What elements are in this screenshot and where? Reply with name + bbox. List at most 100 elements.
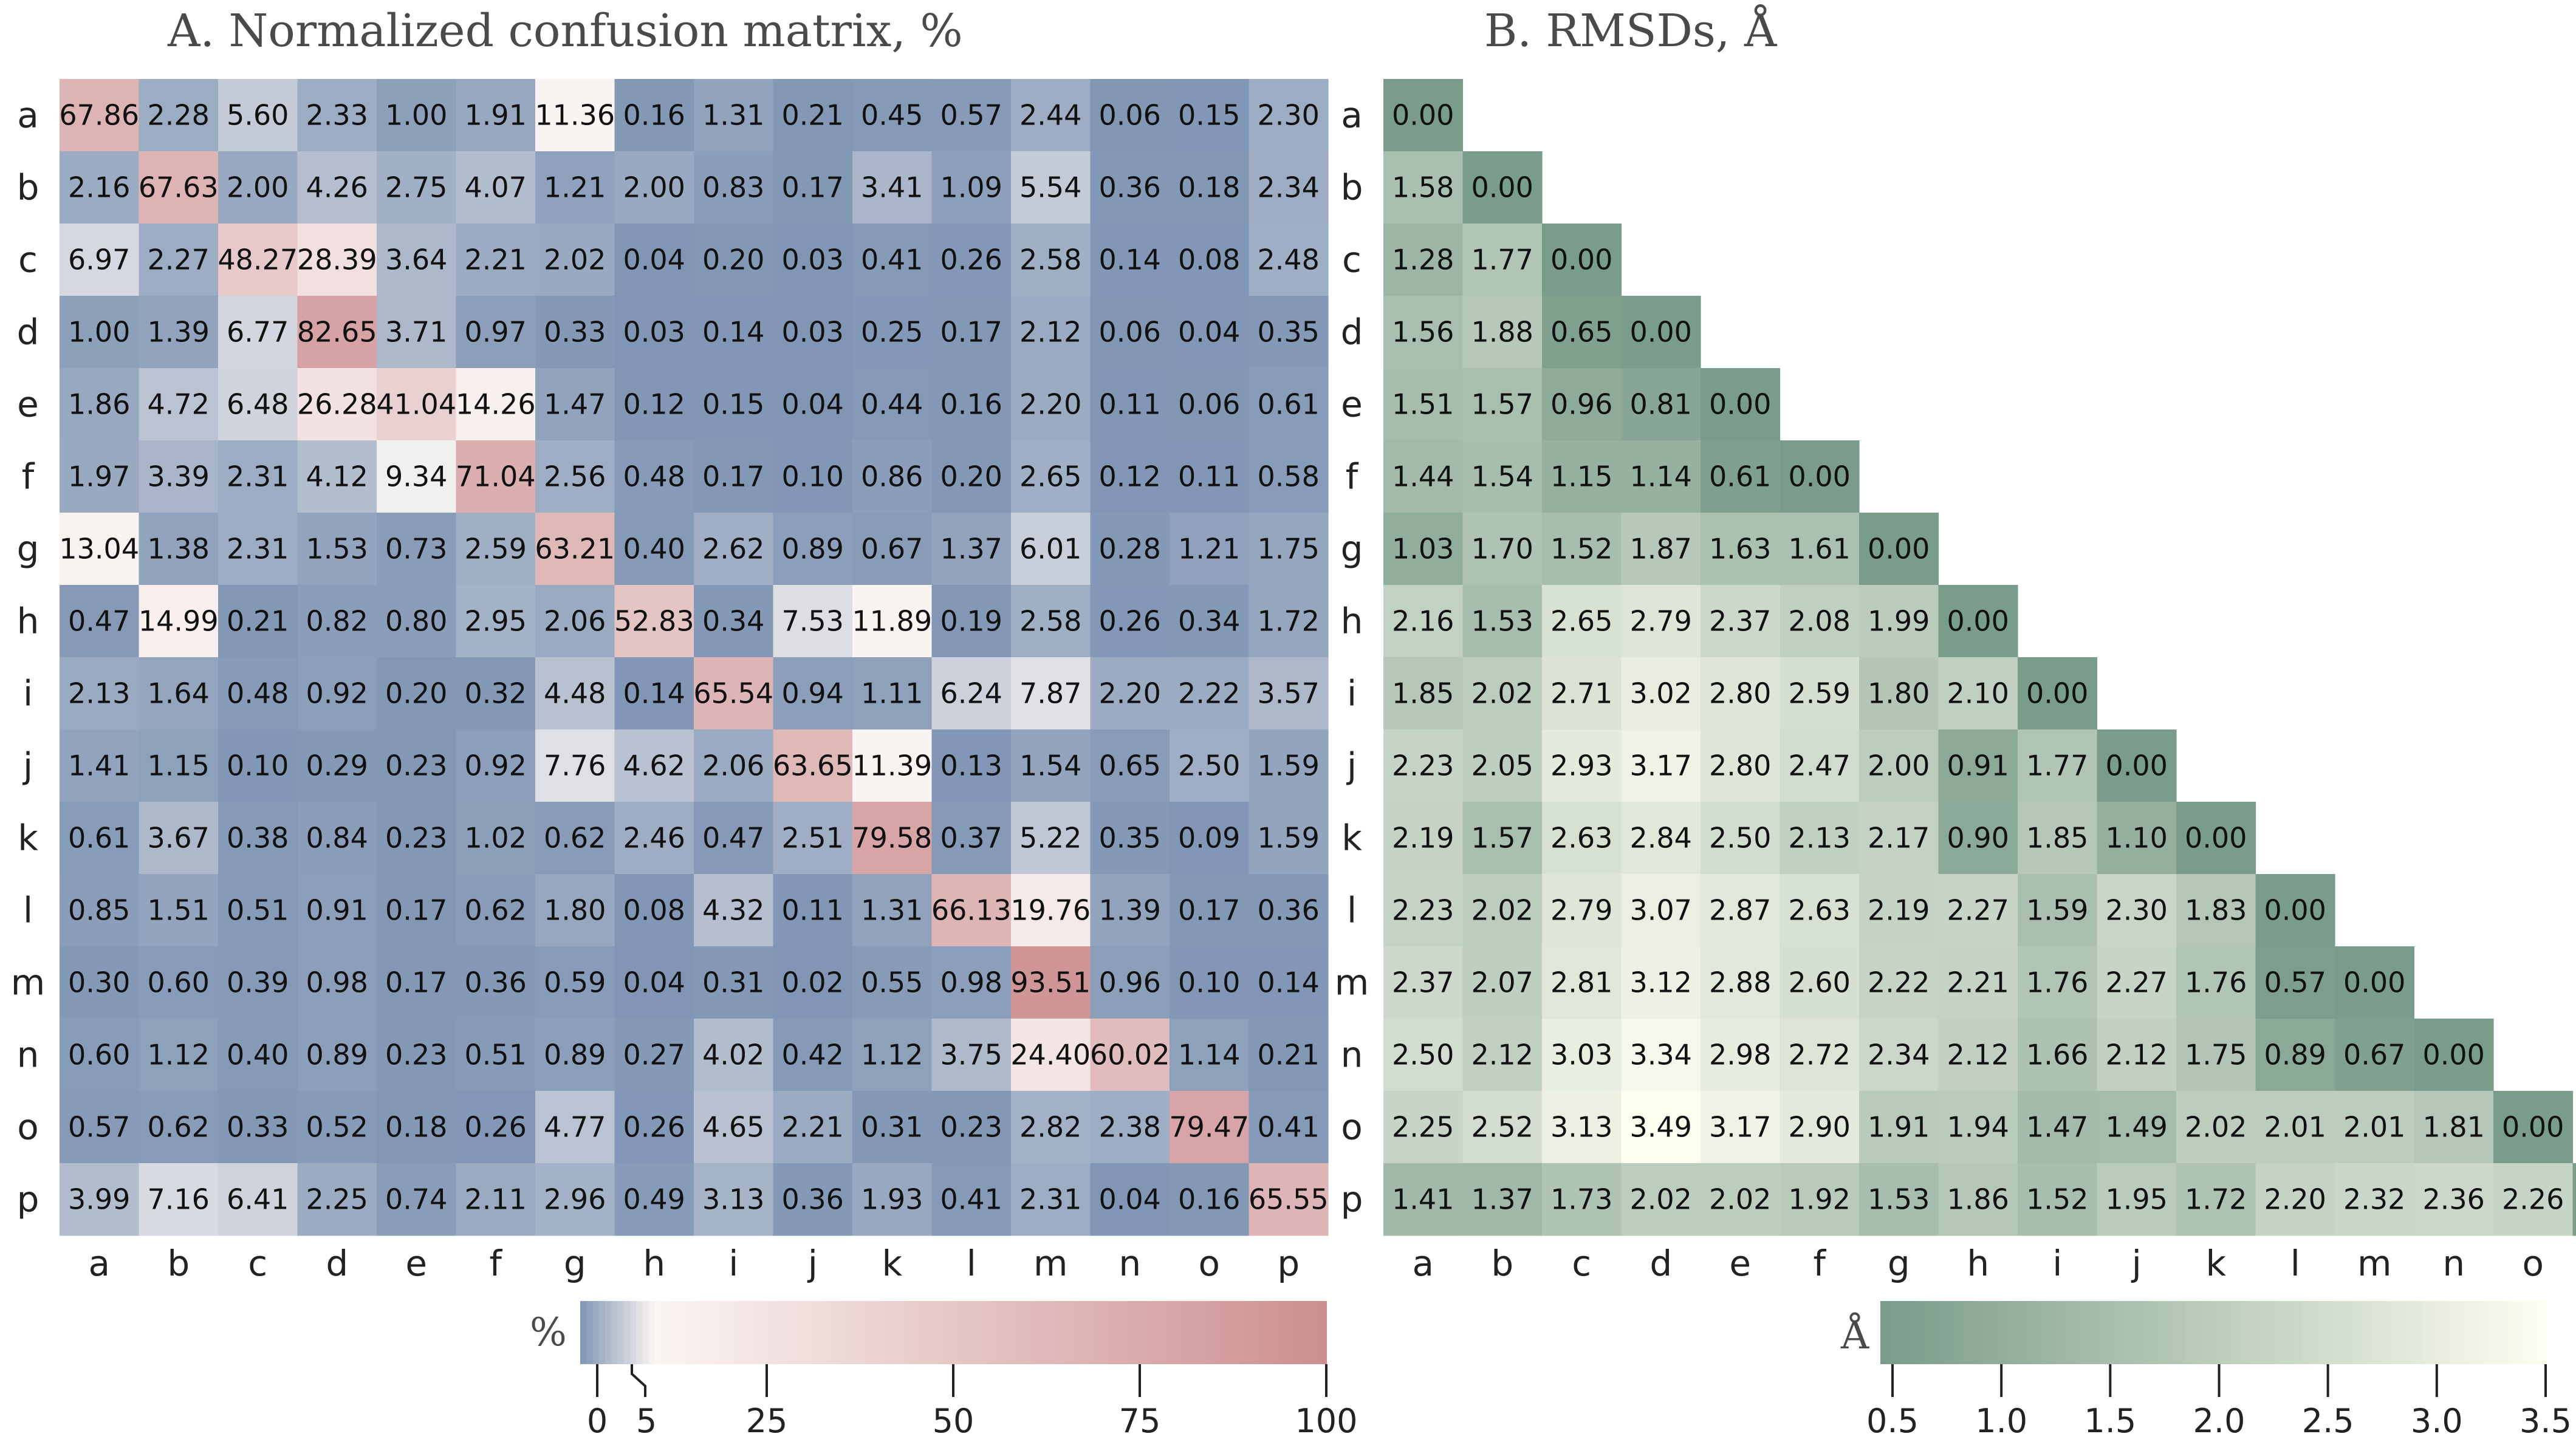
a-cell-value: 4.07 bbox=[465, 171, 527, 204]
b-cell-value: 1.95 bbox=[2106, 1183, 2168, 1216]
b-cell-p-e bbox=[1701, 1163, 1781, 1236]
b-cell-value: 2.36 bbox=[2423, 1183, 2485, 1216]
colorbar-b-segment bbox=[2346, 1301, 2352, 1364]
a-cell-p-i bbox=[694, 1163, 774, 1236]
a-cell-c-b bbox=[139, 224, 219, 296]
a-cell-value: 0.36 bbox=[1258, 894, 1320, 927]
a-cell-d-p bbox=[1249, 296, 1329, 369]
b-cell-m-e bbox=[1701, 946, 1781, 1019]
a-cell-value: 0.33 bbox=[227, 1111, 289, 1144]
a-cell-i-c bbox=[218, 657, 298, 730]
a-cell-value: 66.13 bbox=[931, 894, 1012, 927]
a-row-label: e bbox=[17, 384, 39, 425]
a-cell-value: 0.23 bbox=[385, 822, 447, 855]
colorbar-b-segment bbox=[2174, 1301, 2180, 1364]
b-cell-value: 0.96 bbox=[1550, 388, 1612, 421]
b-cell-j-g bbox=[1859, 729, 1939, 802]
colorbar-b-segment bbox=[2413, 1301, 2419, 1364]
colorbar-a-segment bbox=[990, 1301, 998, 1364]
colorbar-b-segment bbox=[2518, 1301, 2524, 1364]
b-cell-value: 1.99 bbox=[1868, 605, 1930, 638]
a-cell-value: 0.08 bbox=[1178, 244, 1240, 276]
colorbar-a-segment bbox=[885, 1301, 892, 1364]
b-cell-m-c bbox=[1542, 946, 1622, 1019]
colorbar-b-segment bbox=[2307, 1301, 2314, 1364]
a-cell-value: 0.57 bbox=[68, 1111, 130, 1144]
a-cell-f-l bbox=[931, 440, 1012, 513]
b-cell-p-i bbox=[2018, 1163, 2098, 1236]
a-cell-p-g bbox=[535, 1163, 615, 1236]
a-cell-a-n bbox=[1090, 79, 1170, 152]
b-col-label: f bbox=[1814, 1243, 1827, 1284]
b-cell-value: 1.53 bbox=[1868, 1183, 1930, 1216]
b-cell-value: 0.91 bbox=[1947, 750, 2009, 782]
colorbar-a-tick-label: 25 bbox=[746, 1402, 788, 1440]
a-cell-value: 2.02 bbox=[544, 244, 606, 276]
a-cell-value: 0.08 bbox=[623, 894, 685, 927]
a-cell-f-m bbox=[1011, 440, 1091, 513]
a-cell-b-g bbox=[535, 151, 615, 224]
a-cell-value: 2.34 bbox=[1258, 171, 1320, 204]
a-cell-value: 0.73 bbox=[385, 533, 447, 565]
colorbar-a-segment bbox=[959, 1301, 967, 1364]
colorbar-b-segment bbox=[1969, 1301, 1976, 1364]
a-cell-value: 0.38 bbox=[227, 822, 289, 855]
a-cell-value: 0.17 bbox=[940, 316, 1002, 349]
a-cell-value: 1.00 bbox=[385, 99, 447, 132]
b-col-label: g bbox=[1888, 1243, 1910, 1284]
a-row-label: c bbox=[18, 239, 38, 281]
b-cell-value: 0.00 bbox=[2343, 966, 2405, 999]
b-row-label: f bbox=[1346, 456, 1359, 497]
a-cell-value: 0.97 bbox=[465, 316, 527, 349]
colorbar-b-segment bbox=[2290, 1301, 2297, 1364]
a-cell-m-e bbox=[377, 946, 457, 1019]
a-cell-g-m bbox=[1011, 513, 1091, 586]
a-cell-value: 79.58 bbox=[852, 822, 932, 855]
b-cell-e-d bbox=[1621, 368, 1701, 441]
a-cell-m-a bbox=[60, 946, 140, 1019]
a-cell-value: 2.31 bbox=[227, 460, 289, 493]
b-cell-f-c bbox=[1542, 440, 1622, 513]
colorbar-a-segment bbox=[1096, 1301, 1103, 1364]
colorbar-b-tick-label: 1.5 bbox=[2084, 1402, 2136, 1440]
a-cell-e-p bbox=[1249, 368, 1329, 441]
colorbar-b-segment bbox=[2074, 1301, 2081, 1364]
a-cell-value: 1.41 bbox=[68, 750, 130, 782]
a-cell-l-n bbox=[1090, 874, 1170, 947]
a-cell-a-h bbox=[614, 79, 694, 152]
a-cell-h-d bbox=[297, 585, 377, 658]
a-cell-j-i bbox=[694, 729, 774, 802]
b-cell-i-h bbox=[1938, 657, 2018, 730]
b-cell-value: 1.53 bbox=[1471, 605, 1533, 638]
a-cell-n-i bbox=[694, 1019, 774, 1091]
a-cell-value: 0.40 bbox=[227, 1039, 289, 1071]
b-cell-value: 2.80 bbox=[1709, 750, 1771, 782]
a-cell-b-i bbox=[694, 151, 774, 224]
b-cell-p-d bbox=[1621, 1163, 1701, 1236]
colorbar-b-segment bbox=[2096, 1301, 2103, 1364]
colorbar-a-segment bbox=[953, 1301, 961, 1364]
a-cell-value: 5.22 bbox=[1019, 822, 1081, 855]
a-cell-value: 1.12 bbox=[861, 1039, 923, 1071]
b-cell-value: 2.12 bbox=[2106, 1039, 2168, 1071]
colorbar-b-segment bbox=[2440, 1301, 2447, 1364]
a-cell-value: 3.41 bbox=[861, 171, 923, 204]
a-cell-value: 2.96 bbox=[544, 1183, 606, 1216]
colorbar-a-segment bbox=[866, 1301, 873, 1364]
colorbar-b-segment bbox=[2119, 1301, 2125, 1364]
a-cell-value: 2.27 bbox=[148, 244, 210, 276]
a-cell-value: 2.59 bbox=[465, 533, 527, 565]
a-cell-a-d bbox=[297, 79, 377, 152]
a-cell-value: 0.92 bbox=[306, 677, 368, 710]
a-cell-value: 1.39 bbox=[1099, 894, 1161, 927]
b-cell-k-j bbox=[2097, 802, 2177, 875]
b-cell-value: 0.00 bbox=[2026, 677, 2088, 710]
a-cell-m-h bbox=[614, 946, 694, 1019]
a-cell-b-p bbox=[1249, 151, 1329, 224]
a-cell-value: 6.01 bbox=[1019, 533, 1081, 565]
a-cell-l-l bbox=[931, 874, 1012, 947]
b-row-label: m bbox=[1335, 962, 1369, 1003]
b-row-label: n bbox=[1341, 1034, 1363, 1076]
a-cell-value: 1.59 bbox=[1258, 750, 1320, 782]
colorbar-a-segment bbox=[841, 1301, 849, 1364]
